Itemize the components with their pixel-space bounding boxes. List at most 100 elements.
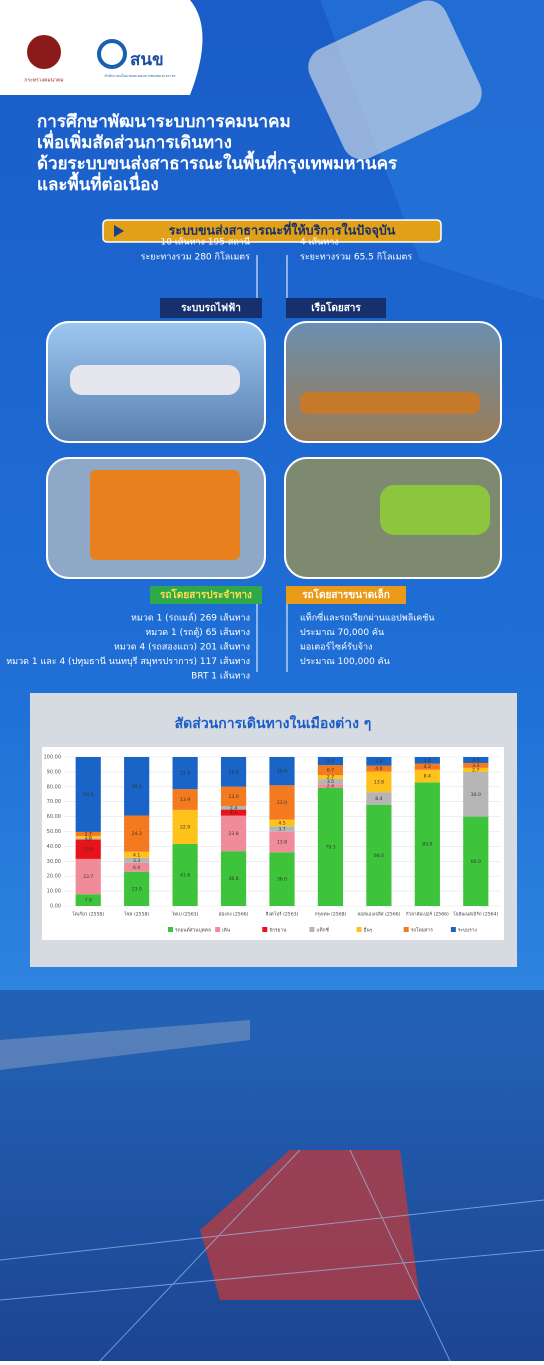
legend-label: จักรยาน — [269, 928, 287, 934]
bar-segment — [220, 806, 247, 810]
x-tick-label: ไทเป (2563) — [171, 911, 199, 918]
bar-segment — [317, 787, 344, 906]
value-label: 13.0 — [228, 794, 238, 800]
bar-segment — [463, 762, 489, 768]
banner-box — [102, 219, 442, 243]
bar-segment — [366, 765, 392, 772]
bar-segment — [317, 757, 344, 766]
bar-segment — [124, 851, 150, 858]
value-label: 23.8 — [228, 831, 238, 837]
bar-segment — [75, 858, 101, 895]
legend-label: แท็กซี่ — [316, 926, 329, 934]
value-label: 22.9 — [180, 824, 190, 830]
value-label: 4.5 — [278, 820, 285, 826]
bar-segment — [124, 757, 150, 816]
value-label: 4.0 — [472, 757, 479, 763]
title-line: ด้วยระบบขนส่งสาธารณะในพื้นที่กรุงเทพมหาน… — [37, 150, 398, 174]
bar-segment — [172, 809, 198, 845]
x-tick-label: โตเกียว (2558) — [72, 911, 104, 918]
legend-swatch — [309, 927, 315, 932]
x-tick-label: โซล (2558) — [124, 911, 149, 918]
service-label: เรือโดยสาร — [311, 301, 361, 314]
legend-swatch — [215, 927, 221, 932]
value-label: 19.0 — [277, 769, 287, 775]
x-tick-label: สิงคโปร์ (2563) — [265, 911, 298, 918]
rail-train — [70, 365, 240, 395]
x-tick-label: กรุงเทพ (2568) — [315, 912, 347, 918]
y-tick-label: 20.00 — [47, 874, 61, 880]
bar-segment — [172, 757, 198, 790]
value-label: 36.8 — [228, 876, 238, 882]
service-label: รถโดยสารประจำทาง — [160, 588, 252, 601]
value-label: 2.4 — [327, 784, 334, 790]
value-label: 13.8 — [374, 779, 384, 785]
bar-segment — [172, 789, 198, 810]
value-label: 3.7 — [278, 827, 285, 833]
value-label: 1.6 — [85, 835, 92, 841]
boat — [300, 392, 480, 414]
bar-segment — [75, 838, 101, 840]
service-detail: แท็กซี่และรถเรียกผ่านแอปพลิเคชัน — [300, 611, 435, 624]
bar-segment — [269, 785, 295, 820]
bar-segment — [75, 839, 101, 859]
bar-segment — [220, 851, 247, 906]
y-tick-label: 70.00 — [47, 799, 61, 805]
value-label: 4.0 — [375, 766, 382, 772]
value-label: 4.1 — [230, 810, 237, 816]
title-line: และพื้นที่ต่อเนื่อง — [37, 171, 159, 195]
x-tick-label: ฮ่องกง (2566) — [219, 912, 249, 918]
title-line: เพื่อเพิ่มสัดส่วนการเดินทาง — [37, 130, 232, 153]
value-label: 8.4 — [375, 796, 382, 802]
service-detail: หมวด 1 (รถเมล์) 269 เส้นทาง — [131, 612, 250, 624]
value-label: 4.1 — [133, 852, 140, 858]
value-label: 0.8 — [85, 836, 92, 842]
bar-segment — [269, 826, 295, 832]
legend-label: รถยนต์ส่วนบุคคล — [175, 927, 211, 934]
bar-segment — [220, 757, 247, 787]
value-label: 3.3 — [472, 763, 479, 769]
legend-swatch — [168, 927, 173, 932]
service-label: ระบบรถไฟฟ้า — [181, 301, 241, 314]
bar-segment — [414, 769, 440, 783]
bar-segment — [366, 792, 392, 805]
logo-subtext: สำนักงานนโยบายและแผนการขนส่งและจราจร — [105, 73, 176, 78]
network-lines — [0, 1149, 544, 1362]
bar-segment — [269, 831, 295, 853]
ministry-logo — [27, 35, 61, 69]
bar-segment — [463, 767, 489, 772]
service-label: รถโดยสารขนาดเล็ก — [302, 587, 390, 601]
y-tick-label: 50.00 — [47, 829, 61, 835]
legend-label: เดิน — [222, 928, 231, 934]
value-label: 23.0 — [277, 800, 287, 806]
overpass — [0, 1020, 250, 1070]
y-tick-label: 60.00 — [47, 814, 61, 820]
bar-segment — [220, 815, 247, 852]
service-detail: 4 เส้นทาง — [300, 237, 339, 248]
bar-segment — [220, 809, 247, 816]
services: ระบบรถไฟฟ้า 10 เส้นทาง 195 สถานีระยะทางรว… — [6, 237, 434, 682]
chart-title: สัดส่วนการเดินทางในเมืองต่าง ๆ — [175, 714, 372, 732]
y-tick-label: 30.00 — [47, 859, 61, 865]
value-label: 13.9 — [180, 797, 190, 803]
value-label: 30.0 — [471, 792, 481, 798]
boat-photo — [284, 321, 502, 443]
bar-segment — [124, 815, 150, 852]
bar-segment — [366, 804, 392, 906]
y-tick-label: 100.00 — [44, 755, 62, 761]
bar-segment — [317, 775, 344, 780]
y-tick-label: 80.00 — [47, 784, 61, 790]
taxi — [380, 485, 490, 535]
legend-label: รถโดยสาร — [411, 927, 434, 934]
boat-label-box — [286, 298, 386, 318]
bar-segment — [317, 784, 344, 788]
legend-swatch — [403, 927, 409, 932]
legend-swatch — [450, 927, 456, 932]
value-label: 68.0 — [374, 853, 384, 859]
value-label: 3.5 — [327, 779, 334, 785]
legend-label: ระบบราง — [458, 928, 477, 934]
y-tick-label: 40.00 — [47, 844, 61, 850]
value-label: 13.0 — [83, 847, 93, 853]
service-detail: 10 เส้นทาง 195 สถานี — [161, 237, 250, 248]
value-label: 4.2 — [424, 764, 431, 770]
